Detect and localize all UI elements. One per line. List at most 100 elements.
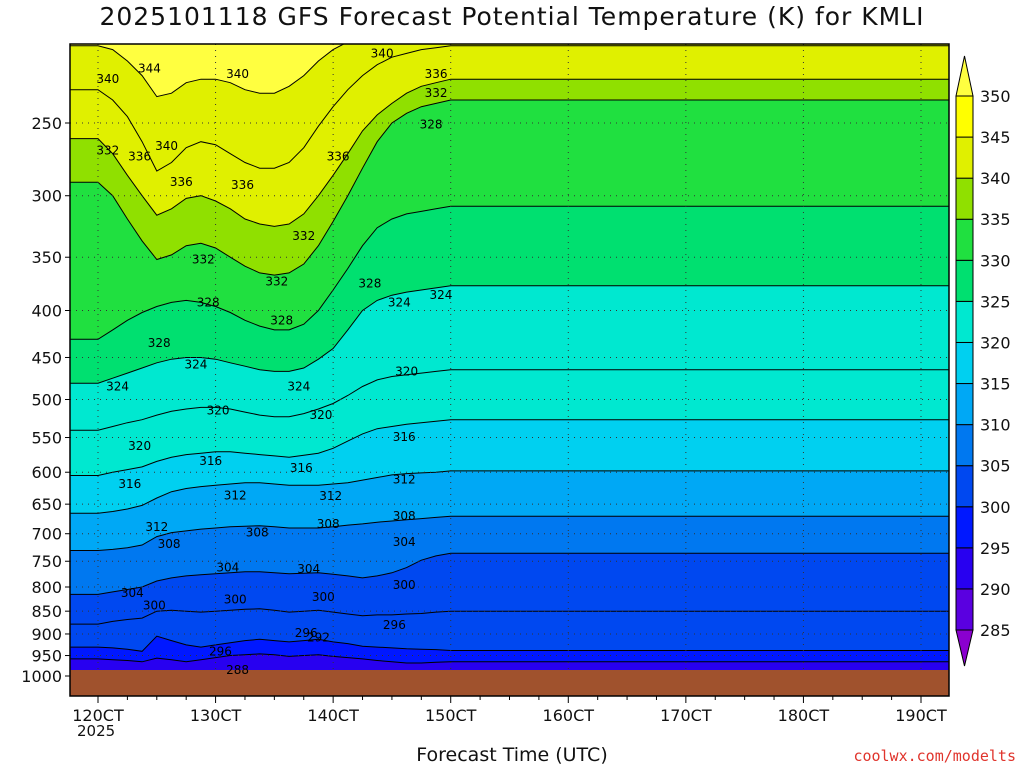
contour-328: [70, 205, 949, 340]
contour-332: [70, 99, 949, 276]
colorbar-band-11: [955, 177, 974, 220]
source-credit[interactable]: coolwx.com/modelts: [853, 747, 1016, 765]
contour-label-54: 288: [226, 663, 249, 677]
contour-label-17: 328: [358, 277, 381, 291]
contour-label-23: 324: [185, 358, 208, 372]
contour-320: [70, 369, 949, 431]
y-tick-label-250: 250: [31, 114, 62, 133]
colorbar-label-320: 320: [980, 333, 1011, 352]
y-tick-label-500: 500: [31, 391, 62, 410]
y-tick-label-650: 650: [31, 495, 62, 514]
contour-304: [70, 552, 949, 595]
y-tick-label-900: 900: [31, 625, 62, 644]
colorbar-band-0: [955, 629, 974, 667]
contour-label-2: 340: [96, 72, 119, 86]
contour-label-49: 300: [312, 590, 335, 604]
contour-label-51: 296: [295, 626, 318, 640]
contour-label-6: 336: [425, 67, 448, 81]
contour-label-41: 304: [393, 535, 416, 549]
colorbar-label-330: 330: [980, 251, 1011, 270]
y-tick-label-800: 800: [31, 578, 62, 597]
colorbar-label-305: 305: [980, 457, 1011, 476]
colorbar-band-10: [955, 218, 974, 261]
x-tick-label-4: 160CT: [543, 706, 595, 725]
ground-terrain: [70, 670, 949, 696]
contour-label-9: 332: [425, 86, 448, 100]
contour-312: [70, 470, 949, 514]
contour-label-15: 332: [192, 252, 215, 266]
contour-label-8: 336: [128, 150, 151, 164]
contour-label-50: 296: [383, 618, 406, 632]
contour-label-25: 324: [106, 380, 129, 394]
y-tick-label-750: 750: [31, 552, 62, 571]
contour-label-46: 304: [121, 586, 144, 600]
contour-label-53: 296: [209, 644, 232, 658]
contour-label-3: 340: [226, 67, 249, 81]
colorbar-band-13: [955, 95, 974, 138]
colorbar-label-315: 315: [980, 375, 1011, 394]
contour-label-7: 332: [96, 144, 119, 158]
contour-label-4: 340: [155, 139, 178, 153]
contour-300: [70, 608, 949, 625]
y-tick-label-450: 450: [31, 348, 62, 367]
contour-label-0: 344: [101, 33, 124, 47]
y-axis: 250 300 350 400 450 500 550 600 650 700 750 800 850 9…: [21, 114, 70, 686]
colorbar-label-340: 340: [980, 169, 1011, 188]
colorbar-band-6: [955, 383, 974, 426]
contour-label-52: 292: [307, 631, 330, 645]
colorbar-label-350: 350: [980, 87, 1011, 106]
colorbar: 285 290 295 300 305 310 315 320 325 330 335 340 345 3…: [955, 55, 1011, 667]
colorbar-band-5: [955, 424, 974, 467]
colorbar-band-8: [955, 300, 974, 343]
colorbar-band-3: [955, 506, 974, 549]
y-tick-label-700: 700: [31, 525, 62, 544]
contour-label-21: 328: [270, 313, 293, 327]
contour-316: [70, 419, 949, 476]
contour-label-1: 344: [138, 61, 161, 75]
contour-label-42: 308: [158, 537, 181, 551]
contour-296: [70, 635, 949, 652]
x-tick-label-1: 130CT: [190, 706, 242, 725]
contour-336: [70, 78, 949, 227]
contour-label-36: 312: [319, 489, 342, 503]
y-tick-label-400: 400: [31, 301, 62, 320]
colorbar-label-310: 310: [980, 416, 1011, 435]
colorbar-label-345: 345: [980, 128, 1011, 147]
grid-lines: [70, 44, 949, 696]
contour-label-14: 332: [292, 229, 315, 243]
colorbar-band-12: [955, 136, 974, 179]
colorbar-band-9: [955, 259, 974, 302]
contour-label-11: 336: [170, 175, 193, 189]
x-axis: 120CT 130CT 140CT 150CT 160CT 170CT 180CT 190CT: [72, 696, 947, 725]
contour-label-26: 324: [287, 380, 310, 394]
color-fill-layer: [70, 44, 949, 696]
contour-label-5: 340: [371, 46, 394, 60]
y-tick-label-850: 850: [31, 602, 62, 621]
contour-label-39: 308: [246, 526, 269, 540]
contour-label-33: 312: [393, 472, 416, 486]
colorbar-label-325: 325: [980, 292, 1011, 311]
contour-label-24: 320: [395, 364, 418, 378]
contour-label-31: 316: [199, 454, 222, 468]
contour-label-16: 332: [265, 275, 288, 289]
contour-label-19: 324: [388, 295, 411, 309]
contour-label-27: 320: [207, 404, 230, 418]
x-axis-title: Forecast Time (UTC): [416, 744, 608, 766]
y-tick-label-550: 550: [31, 429, 62, 448]
y-tick-label-950: 950: [31, 647, 62, 666]
contour-344: [70, 44, 345, 98]
x-tick-label-2: 140CT: [307, 706, 359, 725]
contour-label-37: 308: [393, 509, 416, 523]
contour-308: [70, 515, 949, 551]
colorbar-label-335: 335: [980, 210, 1011, 229]
x-tick-label-6: 180CT: [778, 706, 830, 725]
colorbar-band-2: [955, 547, 974, 590]
contour-292: [70, 653, 949, 664]
contour-label-20: 324: [429, 288, 452, 302]
contour-label-28: 320: [309, 408, 332, 422]
contour-label-13: 336: [327, 150, 350, 164]
colorbar-label-290: 290: [980, 580, 1011, 599]
contour-label-22: 328: [148, 336, 171, 350]
y-tick-label-600: 600: [31, 463, 62, 482]
